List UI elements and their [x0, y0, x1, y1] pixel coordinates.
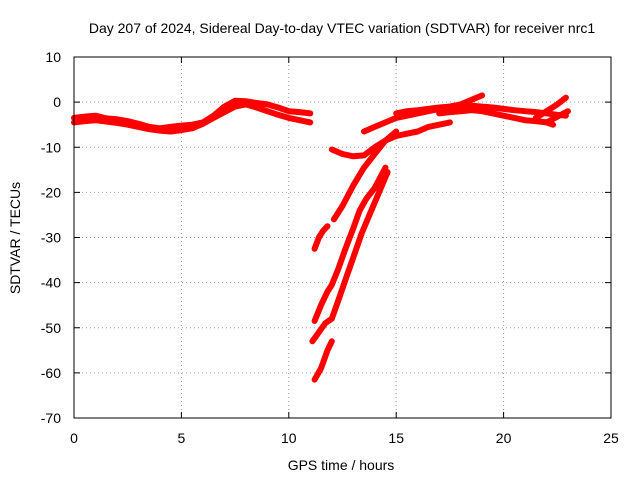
y-tick-label: 0 — [53, 94, 61, 110]
x-tick-labels: 0 5 10 15 20 25 — [70, 430, 619, 446]
x-tick-label: 0 — [70, 430, 78, 446]
series-arc-2 — [71, 101, 314, 135]
y-tick-label: -50 — [41, 320, 61, 336]
y-tick-label: -30 — [41, 230, 61, 246]
series-layer — [71, 92, 571, 383]
y-axis-label: SDTVAR / TECUs — [7, 182, 23, 294]
x-tick-label: 25 — [603, 430, 619, 446]
series-arc-1 — [71, 97, 314, 132]
series-arc-5 — [309, 169, 391, 345]
x-tick-label: 10 — [281, 430, 297, 446]
x-tick-label: 20 — [496, 430, 512, 446]
series-arc-12 — [532, 94, 569, 121]
series-arc-6 — [311, 338, 335, 383]
series-arc-4 — [311, 164, 389, 324]
tick-marks — [73, 56, 612, 419]
x-axis-label: GPS time / hours — [288, 457, 395, 473]
series-arc-3 — [311, 223, 331, 252]
series-arc-13 — [543, 108, 571, 126]
x-tick-label: 5 — [178, 430, 186, 446]
y-tick-labels: 10 0 -10 -20 -30 -40 -50 -60 -70 — [41, 49, 61, 426]
y-tick-label: 10 — [45, 49, 61, 65]
series-arc-11 — [436, 107, 556, 128]
y-tick-label: -40 — [41, 275, 61, 291]
y-tick-label: -70 — [41, 410, 61, 426]
y-tick-label: -60 — [41, 365, 61, 381]
y-tick-label: -10 — [41, 139, 61, 155]
y-tick-label: -20 — [41, 184, 61, 200]
series-arc-8 — [328, 119, 453, 160]
x-tick-label: 15 — [388, 430, 404, 446]
chart-title: Day 207 of 2024, Sidereal Day-to-day VTE… — [89, 20, 595, 36]
